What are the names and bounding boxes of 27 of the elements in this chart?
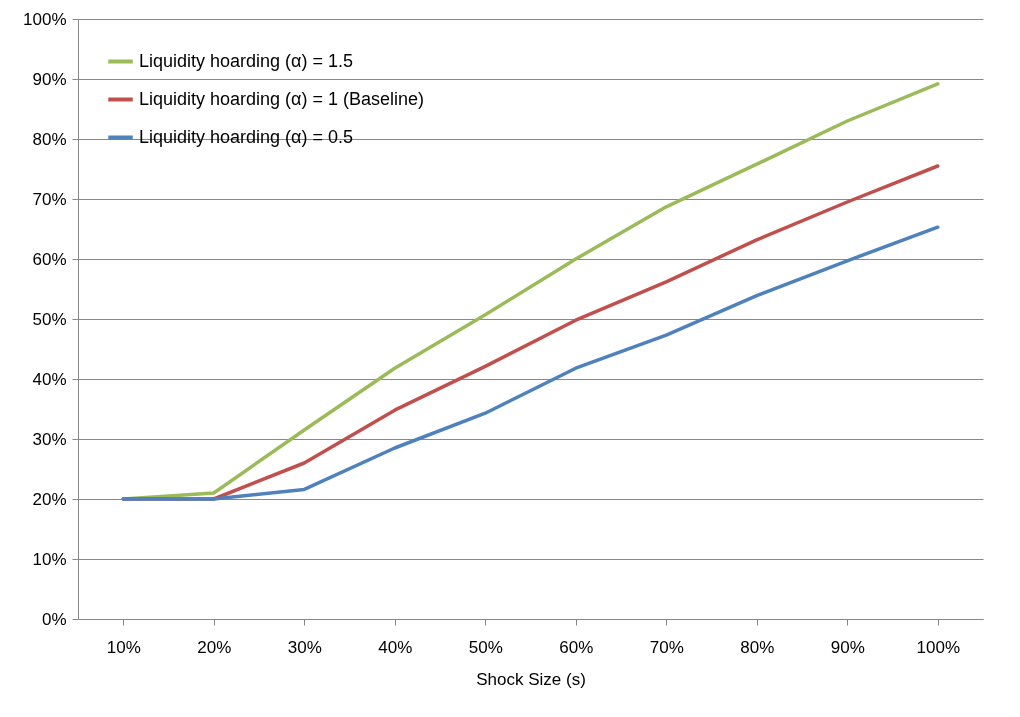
y-tick-label: 30% (32, 429, 67, 449)
y-tick-label: 70% (32, 189, 67, 209)
y-tick-label: 0% (41, 609, 67, 629)
legend-label: Liquidity hoarding (α) = 1.5 (139, 50, 354, 71)
x-tick-label: 40% (378, 637, 413, 657)
y-tick-label: 50% (32, 309, 67, 329)
x-tick-label: 60% (559, 637, 594, 657)
y-tick-label: 80% (32, 129, 67, 149)
x-tick-label: 10% (106, 637, 141, 657)
y-tick-label: 20% (32, 489, 67, 509)
legend-label: Liquidity hoarding (α) = 0.5 (139, 126, 354, 147)
x-tick-label: 20% (197, 637, 232, 657)
line-series (121, 225, 940, 501)
x-tick-label: 70% (649, 637, 684, 657)
x-tick-label: 80% (740, 637, 775, 657)
x-tick-label: 90% (830, 637, 865, 657)
y-tick-label: 90% (32, 69, 67, 89)
x-tick-label: 30% (287, 637, 322, 657)
y-tick-label: 10% (32, 549, 67, 569)
y-tick-label: 60% (32, 249, 67, 269)
y-tick-label: 100% (23, 9, 67, 29)
x-axis-title: Shock Size (s) (476, 669, 586, 689)
x-tick-label: 50% (468, 637, 503, 657)
legend-label: Liquidity hoarding (α) = 1 (Baseline) (139, 88, 425, 109)
x-tick-label: 100% (916, 637, 960, 657)
y-tick-label: 40% (32, 369, 67, 389)
line-series (121, 82, 940, 501)
